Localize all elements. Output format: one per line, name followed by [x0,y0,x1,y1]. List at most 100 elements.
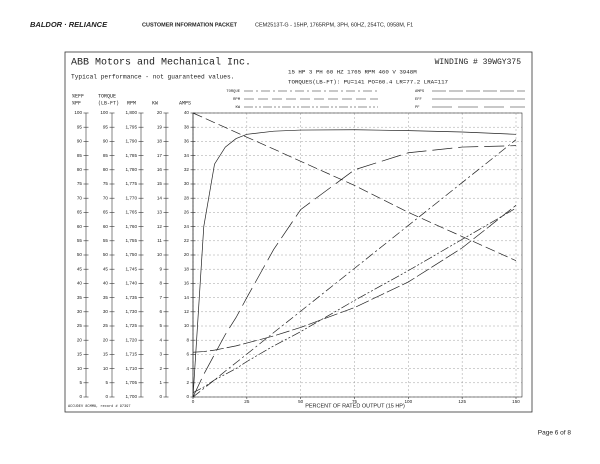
x-tick-label: 50 [298,399,304,404]
y-tick-label: 45 [103,266,109,271]
torques: TORQUES(LB-FT): PU=141 PO=60.4 LR=77.2 L… [288,79,449,86]
y-tick-label: 24 [184,224,190,229]
y-tick-label: 15 [103,352,109,357]
y-tick-label: 1,780 [126,167,138,172]
series-line [192,205,517,353]
y-tick-label: 20 [184,252,190,257]
y-tick-label: 85 [77,153,83,158]
y-tick-label: 32 [184,167,190,172]
page-number: Page 6 of 8 [538,430,572,437]
y-tick-label: 1,770 [126,195,138,200]
y-tick-label: 1,790 [126,139,138,144]
y-tick-label: 18 [157,139,163,144]
record-note: ACCUDEV 8CMM8, record # 97397 [68,404,131,409]
y-tick-label: 75 [77,181,83,186]
company-title: ABB Motors and Mechanical Inc. [71,57,251,69]
axis-title: AMPS [179,100,191,106]
y-tick-label: 90 [77,139,83,144]
y-tick-label: 10 [77,366,83,371]
y-tick-label: 0 [186,394,189,399]
y-tick-label: 70 [103,195,109,200]
y-tick-label: 70 [77,195,83,200]
y-tick-label: 25 [103,323,109,328]
series-line [192,207,517,394]
y-tick-label: 0 [105,394,108,399]
x-tick-label: 75 [352,399,358,404]
y-tick-label: 16 [157,167,163,172]
document-frame [64,51,533,413]
y-tick-label: 5 [159,323,162,328]
y-tick-label: 1,715 [126,352,138,357]
series-line [192,145,517,398]
series-line [192,112,517,261]
legend-label: PF [415,106,420,110]
y-tick-label: 8 [186,337,189,342]
y-tick-label: 30 [103,309,109,314]
y-tick-label: 1,785 [126,153,138,158]
axis-title: (LB-FT) [98,100,119,106]
y-tick-label: 20 [157,110,163,115]
y-tick-label: 18 [184,266,190,271]
y-tick-label: 65 [103,210,109,215]
y-tick-label: 22 [184,238,190,243]
section-title: CUSTOMER INFORMATION PACKET [142,22,238,28]
y-tick-label: 1,720 [126,337,138,342]
y-tick-label: 36 [184,139,190,144]
rating: 15 HP 3 PH 60 HZ 1765 RPM 460 V 3948M [288,69,417,76]
axis-title: %EFF [72,93,84,99]
x-tick-label: 150 [512,399,520,404]
y-tick-label: 2 [159,366,162,371]
y-tick-label: 13 [157,210,163,215]
y-tick-label: 4 [186,366,189,371]
axis-title: RPM [127,100,136,106]
y-tick-label: 1,800 [126,110,138,115]
y-tick-label: 34 [184,153,190,158]
y-tick-label: 28 [184,195,190,200]
y-tick-label: 85 [103,153,109,158]
y-tick-label: 30 [184,181,190,186]
y-tick-label: 6 [186,352,189,357]
y-tick-label: 14 [184,295,190,300]
y-tick-label: 3 [159,352,162,357]
y-tick-label: 1,755 [126,238,138,243]
y-tick-label: 0 [79,394,82,399]
series-line [192,129,517,398]
x-tick-label: 125 [458,399,466,404]
y-tick-label: 1,795 [126,124,138,129]
x-tick-label: 25 [244,399,250,404]
y-tick-label: 35 [103,295,109,300]
axis-title: %PF [72,100,81,106]
y-tick-label: 12 [184,309,190,314]
y-tick-label: 10 [157,252,163,257]
y-tick-label: 1,710 [126,366,138,371]
y-tick-label: 5 [105,380,108,385]
y-tick-label: 1,775 [126,181,138,186]
y-tick-label: 90 [103,139,109,144]
y-tick-label: 95 [103,124,109,129]
y-tick-label: 80 [77,167,83,172]
y-tick-label: 100 [74,110,82,115]
model-info: CEM2513T-G - 15HP, 1765RPM, 3PH, 60HZ, 2… [255,22,413,28]
y-tick-label: 100 [100,110,108,115]
y-tick-label: 40 [77,281,83,286]
y-tick-label: 60 [103,224,109,229]
legend-label: EFF [415,98,423,102]
x-axis-label: PERCENT OF RATED OUTPUT (15 HP) [305,403,405,409]
y-tick-label: 38 [184,124,190,129]
y-tick-label: 1,765 [126,210,138,215]
y-tick-label: 95 [77,124,83,129]
legend-label: KW [235,106,240,110]
y-tick-label: 55 [103,238,109,243]
y-tick-label: 1,700 [126,394,138,399]
y-tick-label: 1,745 [126,266,138,271]
axis-title: KW [152,100,158,106]
y-tick-label: 1,735 [126,295,138,300]
y-tick-label: 10 [103,366,109,371]
brand-logo: BALDOR · RELIANCE [30,20,108,29]
y-tick-label: 6 [159,309,162,314]
y-tick-label: 2 [186,380,189,385]
y-tick-label: 19 [157,124,163,129]
y-tick-label: 65 [77,210,83,215]
axis-title: TORQUE [98,93,116,99]
y-tick-label: 4 [159,337,162,342]
